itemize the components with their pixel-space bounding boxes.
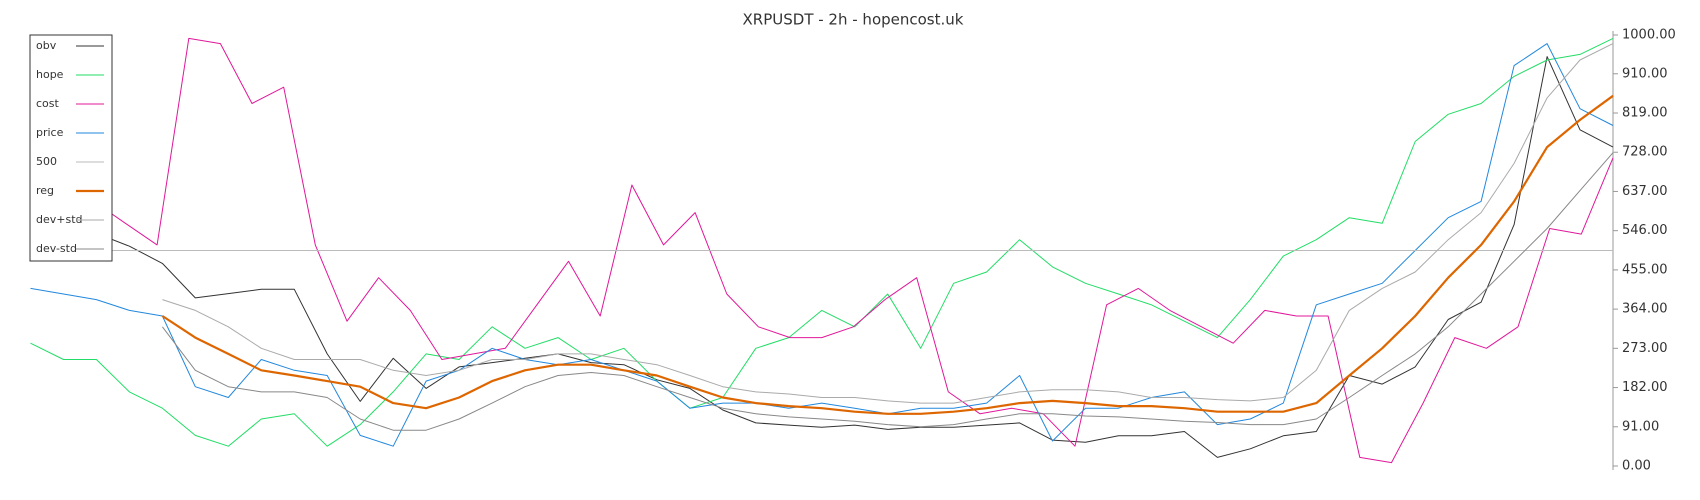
legend-label: cost [36, 97, 60, 110]
series-line [30, 37, 1614, 464]
series-line [162, 43, 1614, 404]
y-tick-label: 364.00 [1622, 302, 1668, 317]
y-tick-label: 1000.00 [1622, 28, 1676, 43]
legend: obv hope cost price 500 reg dev+std dev-std [29, 34, 113, 262]
series-line [30, 37, 1614, 447]
series-line [161, 94, 1614, 415]
series-line [30, 43, 1614, 447]
y-tick-label: 546.00 [1622, 223, 1668, 238]
y-tick-label: 910.00 [1622, 66, 1668, 81]
y-tick-label: 0.00 [1622, 459, 1651, 474]
y-tick-label: 455.00 [1622, 262, 1668, 277]
y-tick-label: 273.00 [1622, 341, 1668, 356]
legend-label: dev-std [36, 242, 77, 255]
legend-box [29, 34, 113, 262]
chart-title: XRPUSDT - 2h - hopencost.uk [743, 11, 964, 29]
legend-label: obv [36, 39, 57, 52]
y-tick-label: 91.00 [1622, 419, 1659, 434]
plot-area: 0.00 91.00 182.00 273.00 364.00 455.00 546.00 6… [30, 28, 1676, 474]
legend-label: hope [36, 68, 64, 81]
series-line [162, 152, 1614, 431]
legend-label: reg [36, 184, 54, 197]
y-tick-label: 182.00 [1622, 380, 1668, 395]
legend-label: dev+std [36, 213, 83, 226]
legend-label: 500 [36, 155, 57, 168]
y-tick-label: 637.00 [1622, 184, 1668, 199]
y-tick-label: 819.00 [1622, 106, 1668, 121]
legend-label: price [36, 126, 64, 139]
y-tick-label: 728.00 [1622, 145, 1668, 160]
